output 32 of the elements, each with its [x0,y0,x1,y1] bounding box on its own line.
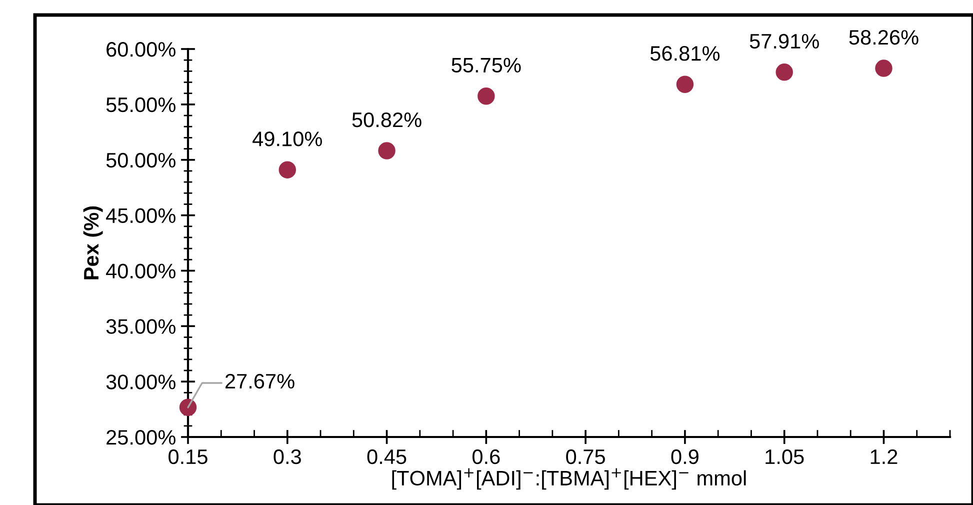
data-label: 27.67% [225,374,294,389]
y-tick-label: 25.00% [106,430,176,445]
x-tick-label: 0.6 [472,449,500,464]
point [378,142,396,160]
x-tick-label: 1.05 [766,449,804,464]
y-tick-label: 50.00% [106,152,176,168]
point [478,88,495,105]
x-tick-label: 0.15 [168,449,208,464]
y-tick-label: 35.00% [106,319,176,334]
point [278,161,296,178]
data-label: 58.26% [849,30,918,45]
y-tick-label: 60.00% [106,42,176,57]
y-tick-label: 55.00% [106,97,176,112]
point [875,60,892,77]
y-axis-title: Pex (%) [83,206,103,280]
text: [TOMA]$^{+}$[ADI]$^{−}$:[TBMA]$^{+}$[HEX]$^{−}$ mmol [392,468,746,490]
data-label: 55.75% [452,58,521,73]
data-label: 50.82% [352,112,422,128]
x-tick-label: 0.9 [671,449,698,464]
x-tick-label: 0.3 [274,449,301,464]
point [776,64,793,81]
x-tick-label: 1.2 [870,449,898,464]
point [676,76,694,93]
data-label: 56.81% [650,46,720,61]
x-tick-label: 0.75 [566,449,605,464]
y-tick-label: 45.00% [106,208,176,224]
x-tick-label: 0.45 [367,449,406,464]
data-label: 49.10% [252,132,322,146]
y-tick-label: 40.00% [106,264,176,278]
point [179,398,197,416]
y-tick-label: 30.00% [106,374,176,390]
data-label: 57.91% [750,34,819,49]
